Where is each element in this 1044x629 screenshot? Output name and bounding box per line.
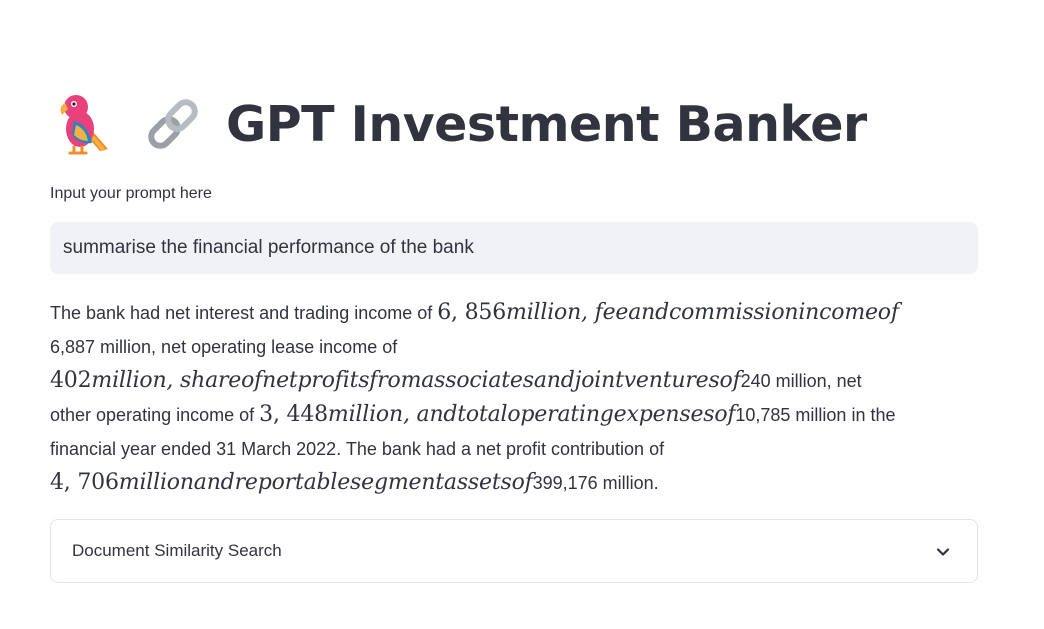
answer-segment: 399,176 million. [532, 473, 659, 493]
chevron-down-icon[interactable] [935, 544, 951, 560]
answer-segment: financial year ended 31 March 2022. The … [50, 439, 665, 459]
answer-segment: 10,785 million in the [735, 405, 896, 425]
answer-segment: 240 million, net [740, 371, 862, 391]
answer-math: 3, 448million, andtotaloperatingexpenses… [259, 402, 735, 427]
link-icon [148, 99, 198, 149]
answer-math-text: million, shareofnetprofitsfromassociates… [91, 368, 741, 393]
answer-math: 402million, shareofnetprofitsfromassocia… [50, 368, 741, 393]
answer-math: 6, 856million, feeandcommissionincomeof [437, 300, 899, 325]
document-similarity-expander[interactable]: Document Similarity Search [50, 519, 978, 583]
title-row: GPT Investment Banker [56, 86, 867, 162]
answer-math: 4, 706millionandreportablesegmentassetso… [50, 470, 533, 495]
prompt-input[interactable] [50, 222, 978, 274]
answer-math-number: 4, 706 [50, 470, 119, 495]
answer-math-number: 3, 448 [259, 402, 328, 427]
parrot-icon [60, 95, 108, 155]
answer-segment: 6,887 million, net operating lease incom… [50, 337, 398, 357]
answer-segment: The bank had net interest and trading in… [50, 303, 438, 323]
answer-math-number: 402 [50, 368, 92, 393]
answer-math-text: millionandreportablesegmentassetsof [118, 470, 533, 495]
expander-label: Document Similarity Search [72, 541, 282, 560]
answer-math-text: million, feeandcommissionincomeof [506, 300, 899, 325]
prompt-label: Input your prompt here [50, 185, 212, 202]
answer-segment: other operating income of [50, 405, 260, 425]
answer-math-number: 6, 856 [437, 300, 507, 325]
answer-text: The bank had net interest and trading in… [50, 296, 990, 500]
page-title: GPT Investment Banker [226, 95, 867, 153]
answer-math-text: million, andtotaloperatingexpensesof [327, 402, 736, 427]
